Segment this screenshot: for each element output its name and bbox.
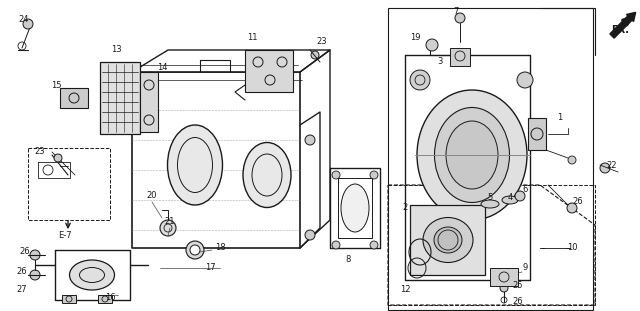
Text: 2: 2	[403, 203, 408, 212]
Text: 26: 26	[17, 267, 28, 276]
Circle shape	[410, 70, 430, 90]
Circle shape	[515, 191, 525, 201]
Text: 11: 11	[247, 34, 257, 43]
FancyArrow shape	[610, 12, 636, 38]
Text: FR.: FR.	[611, 25, 629, 35]
Circle shape	[600, 163, 610, 173]
Text: 26: 26	[20, 248, 30, 257]
Text: 16: 16	[105, 294, 115, 303]
Circle shape	[332, 171, 340, 179]
Circle shape	[567, 203, 577, 213]
Text: 13: 13	[111, 45, 122, 54]
Text: 26: 26	[513, 298, 524, 307]
Circle shape	[305, 230, 315, 240]
Ellipse shape	[168, 125, 223, 205]
Circle shape	[54, 154, 62, 162]
Bar	[28, 148, 110, 220]
Circle shape	[568, 156, 576, 164]
Text: 26: 26	[573, 197, 583, 207]
Bar	[98, 295, 112, 303]
Ellipse shape	[481, 200, 499, 208]
Bar	[140, 72, 158, 132]
Text: 15: 15	[51, 81, 61, 90]
Text: 4: 4	[508, 193, 513, 202]
Text: 12: 12	[400, 285, 410, 295]
Circle shape	[23, 19, 33, 29]
Text: 23: 23	[35, 147, 45, 156]
Text: 6: 6	[522, 185, 528, 194]
Circle shape	[190, 245, 200, 255]
Ellipse shape	[423, 217, 473, 262]
Ellipse shape	[434, 227, 462, 253]
Ellipse shape	[502, 196, 518, 204]
Text: 1: 1	[557, 114, 563, 123]
Circle shape	[160, 220, 176, 236]
Ellipse shape	[435, 108, 509, 202]
Bar	[528, 118, 546, 150]
Text: 3: 3	[437, 58, 443, 67]
Bar	[450, 48, 470, 66]
Text: 14: 14	[157, 63, 167, 72]
Bar	[410, 205, 485, 275]
Circle shape	[517, 72, 533, 88]
Ellipse shape	[446, 121, 498, 189]
Bar	[60, 88, 88, 108]
Circle shape	[455, 13, 465, 23]
Circle shape	[305, 135, 315, 145]
Text: 25: 25	[513, 281, 524, 290]
Bar	[245, 50, 293, 92]
Text: 8: 8	[346, 256, 351, 264]
Text: 20: 20	[147, 191, 157, 199]
Circle shape	[186, 241, 204, 259]
Circle shape	[332, 241, 340, 249]
Text: 5: 5	[488, 193, 493, 202]
Text: 21: 21	[164, 217, 175, 226]
Text: 18: 18	[214, 243, 225, 252]
Text: E-7: E-7	[58, 230, 72, 239]
Circle shape	[30, 250, 40, 260]
Text: 27: 27	[17, 285, 28, 295]
Circle shape	[370, 241, 378, 249]
Text: 17: 17	[205, 263, 215, 272]
Ellipse shape	[417, 90, 527, 220]
Bar	[490, 268, 518, 286]
Ellipse shape	[341, 184, 369, 232]
Text: 19: 19	[410, 34, 420, 43]
Circle shape	[30, 270, 40, 280]
Text: 9: 9	[522, 263, 527, 272]
Bar	[62, 295, 76, 303]
Ellipse shape	[243, 142, 291, 207]
Bar	[388, 185, 595, 305]
Text: 7: 7	[453, 7, 459, 16]
Text: 24: 24	[19, 16, 29, 25]
Circle shape	[500, 284, 508, 292]
Ellipse shape	[70, 260, 115, 290]
Circle shape	[426, 39, 438, 51]
Bar	[100, 62, 140, 134]
Bar	[388, 8, 593, 310]
Text: 23: 23	[317, 38, 327, 47]
Circle shape	[370, 171, 378, 179]
Circle shape	[311, 51, 319, 59]
Text: 10: 10	[567, 244, 577, 253]
Text: 22: 22	[607, 160, 617, 169]
